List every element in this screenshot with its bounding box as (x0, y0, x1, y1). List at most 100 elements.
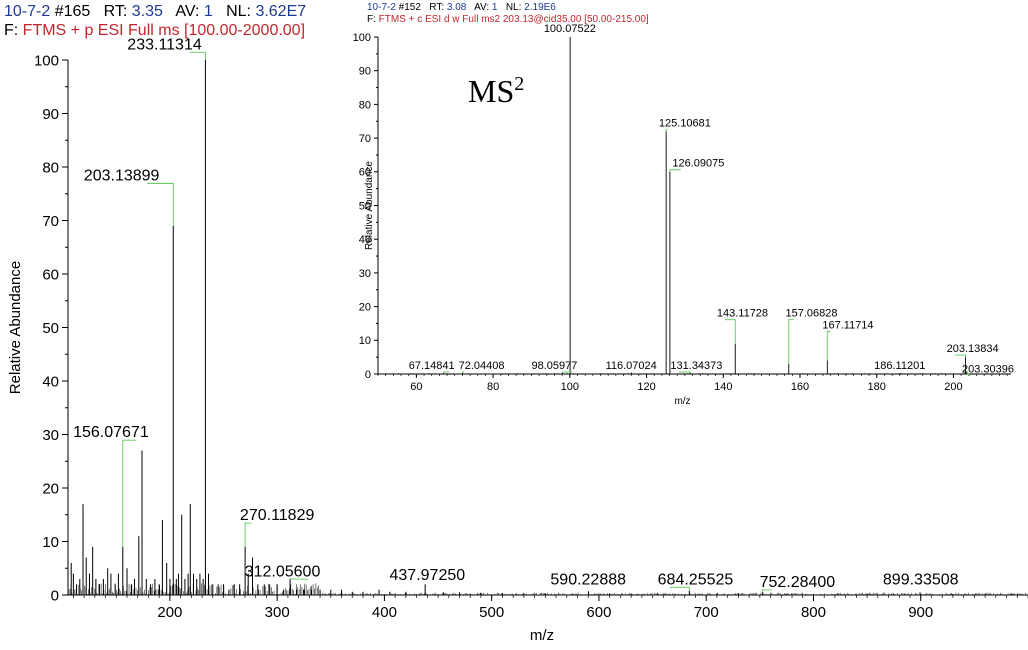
filter-prefix: F: (367, 14, 379, 25)
y-tick-label: 60 (42, 266, 59, 283)
peak-label: 233.11314 (127, 36, 202, 53)
peak-label: 126.09075 (672, 158, 724, 170)
peak-label: 116.07024 (606, 360, 657, 372)
x-tick-label: 700 (694, 604, 719, 621)
header-part: AV: (466, 2, 492, 13)
y-tick-label: 20 (42, 480, 59, 497)
header-part: RT: (421, 2, 447, 13)
y-tick-label: 40 (42, 373, 59, 390)
y-tick-label: 60 (359, 167, 371, 179)
peak-label: 203.13899 (84, 167, 160, 184)
y-tick-label: 30 (359, 268, 371, 280)
y-tick-label: 70 (359, 133, 371, 145)
peak-label: 67.14841 (409, 360, 455, 372)
x-tick-label: 200 (157, 604, 182, 621)
peak-label: 167.11714 (822, 320, 873, 332)
label-leader (669, 586, 690, 591)
inset-background (377, 33, 1012, 376)
label-leader (761, 589, 772, 592)
filter-prefix: F: (4, 22, 23, 39)
header-part: #165 (50, 3, 90, 20)
peak-label: 899.33508 (883, 571, 959, 588)
peak-label: 203.30396 (962, 363, 1014, 375)
inset-title: MS2 (468, 73, 524, 109)
header-part: NL: (213, 3, 256, 20)
header-part: 10-7-2 (4, 3, 50, 20)
header-part: 1 (204, 3, 213, 20)
x-tick-label: 200 (944, 381, 962, 393)
header-part: 2.19E6 (524, 2, 556, 13)
peak-label: 186.11201 (874, 360, 925, 372)
y-tick-label: 10 (359, 335, 371, 347)
y-tick-label: 50 (42, 320, 59, 337)
y-axis-label: Relative Abundance (7, 261, 24, 394)
label-leader (122, 439, 137, 547)
peak-label: 72.04408 (459, 360, 505, 372)
y-tick-label: 50 (359, 200, 371, 212)
x-tick-label: 500 (479, 604, 504, 621)
label-leader (244, 522, 252, 547)
header-part: 3.35 (132, 3, 163, 20)
label-leader (724, 319, 736, 344)
y-tick-label: 80 (42, 159, 59, 176)
scan-header: 10-7-2 #165 RT: 3.35 AV: 1 NL: 3.62E7 (4, 3, 306, 20)
peak-label: 98.05977 (532, 360, 578, 372)
label-leader (788, 319, 794, 364)
chart-1: 10-7-2 #165 RT: 3.35 AV: 1 NL: 3.62E7 F: … (4, 3, 1028, 644)
y-tick-label: 0 (51, 587, 59, 604)
peak-label: 143.11728 (717, 308, 768, 320)
peak-label: 203.13834 (947, 343, 999, 355)
label-leader (826, 331, 831, 361)
x-tick-label: 300 (265, 604, 290, 621)
x-tick-label: 80 (487, 381, 499, 393)
peak-label: 684.25525 (658, 571, 734, 588)
y-axis-label: Relative Abundance (364, 161, 375, 250)
x-tick-label: 120 (637, 381, 655, 393)
x-axis-label: m/z (530, 627, 554, 644)
y-tick-label: 80 (359, 99, 371, 111)
chart-2: 10-7-2 #152 RT: 3.08 AV: 1 NL: 2.19E6F: … (353, 2, 1014, 407)
x-tick-label: 600 (586, 604, 611, 621)
y-tick-label: 20 (359, 301, 371, 313)
scan-header: 10-7-2 #152 RT: 3.08 AV: 1 NL: 2.19E6 (367, 2, 556, 13)
header-part: 3.62E7 (255, 3, 306, 20)
header-part: 10-7-2 (367, 2, 396, 13)
label-leader (665, 128, 668, 132)
y-tick-label: 90 (359, 66, 371, 78)
header-part: RT: (90, 3, 132, 20)
y-tick-label: 90 (42, 106, 59, 123)
label-leader (147, 182, 174, 226)
header-part: NL: (497, 2, 524, 13)
y-tick-label: 70 (42, 213, 59, 230)
label-leader (462, 371, 464, 373)
x-tick-label: 180 (868, 381, 886, 393)
x-tick-label: 160 (791, 381, 809, 393)
label-leader (955, 354, 966, 358)
peak-label: 157.06828 (786, 308, 838, 320)
label-leader (678, 371, 691, 373)
x-tick-label: 400 (372, 604, 397, 621)
filter-header: F: FTMS + c ESI d w Full ms2 203.13@cid3… (367, 14, 649, 25)
peak-label: 131.34373 (670, 360, 722, 372)
peak-label: 125.10681 (659, 117, 711, 129)
peak-label: 100.07522 (544, 23, 596, 35)
x-tick-label: 800 (801, 604, 826, 621)
header-part: AV: (163, 3, 204, 20)
label-leader (443, 371, 450, 373)
inset-title-sup: 2 (514, 73, 524, 95)
y-tick-label: 10 (42, 534, 59, 551)
peak-label: 312.05600 (245, 563, 321, 580)
y-tick-label: 100 (353, 32, 371, 44)
peak-label: 270.11829 (240, 507, 315, 524)
header-part: #152 (396, 2, 421, 13)
y-tick-label: 100 (34, 52, 59, 69)
header-part: 1 (492, 2, 498, 13)
peak-label: 156.07671 (73, 424, 149, 441)
x-tick-label: 100 (561, 381, 579, 393)
filter-text: FTMS + c ESI d w Full ms2 203.13@cid35.0… (379, 14, 649, 25)
x-tick-label: 900 (908, 604, 933, 621)
y-tick-label: 40 (359, 234, 371, 246)
peak-label: 752.28400 (760, 574, 836, 591)
y-tick-label: 0 (365, 369, 371, 381)
